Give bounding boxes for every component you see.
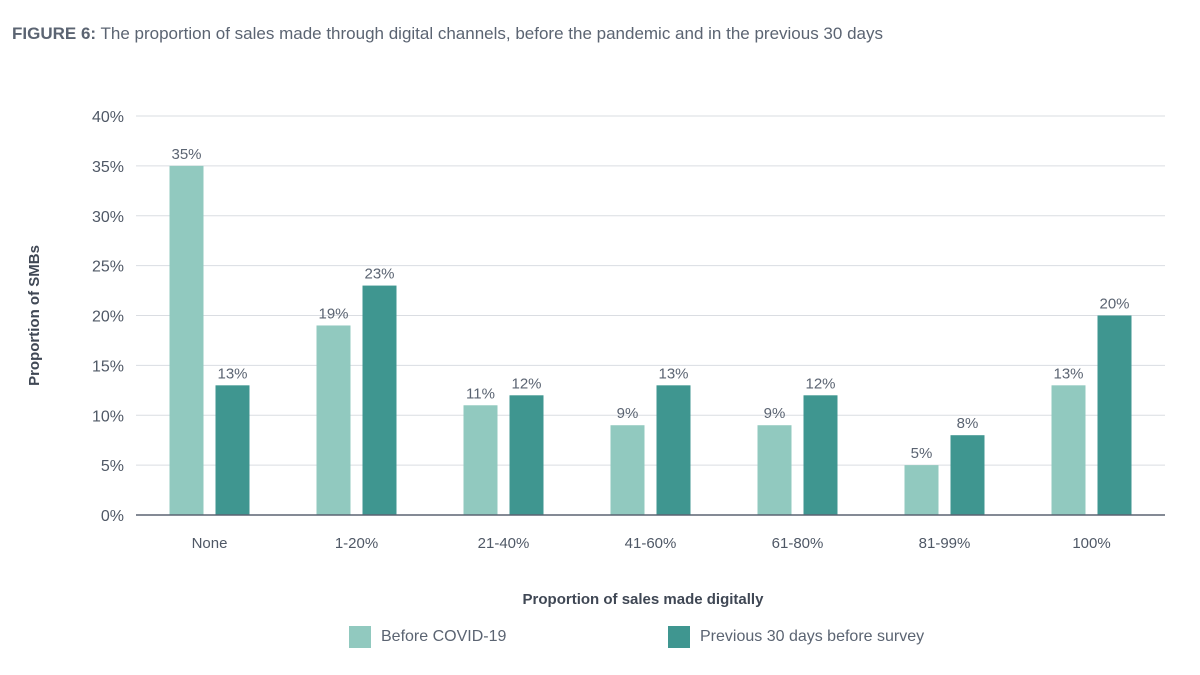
data-label: 5% (911, 445, 933, 462)
bar (316, 325, 351, 515)
y-axis-title: Proportion of SMBs (26, 245, 43, 386)
y-tick-label: 20% (92, 309, 124, 326)
bar (1097, 315, 1132, 515)
data-label: 35% (171, 146, 201, 163)
x-tick-label: 61-80% (772, 535, 824, 552)
legend-swatch-previous-30-days (668, 626, 690, 648)
y-tick-label: 35% (92, 159, 124, 176)
data-label: 23% (364, 266, 394, 283)
data-label: 13% (658, 365, 688, 382)
bar (362, 285, 397, 515)
data-label: 20% (1099, 296, 1129, 313)
x-tick-label: 81-99% (919, 535, 971, 552)
data-label: 19% (318, 305, 348, 322)
bar (463, 405, 498, 515)
bar (509, 395, 544, 515)
data-label: 9% (617, 405, 639, 422)
bar (757, 425, 792, 515)
y-tick-label: 5% (101, 458, 124, 475)
y-tick-label: 10% (92, 408, 124, 425)
chart-title: FIGURE 6: The proportion of sales made t… (12, 24, 883, 44)
y-tick-label: 15% (92, 358, 124, 375)
legend-label-before-covid: Before COVID-19 (381, 628, 507, 645)
legend-item-before-covid: Before COVID-19 (349, 626, 506, 648)
x-tick-label: 1-20% (335, 535, 378, 552)
y-tick-label: 30% (92, 209, 124, 226)
legend-swatch-before-covid (349, 626, 371, 648)
y-tick-label: 40% (92, 109, 124, 126)
bar (215, 385, 250, 515)
x-tick-label: 21-40% (478, 535, 530, 552)
figure-caption: The proportion of sales made through dig… (96, 24, 883, 43)
data-label: 12% (805, 375, 835, 392)
data-label: 13% (217, 365, 247, 382)
bar (803, 395, 838, 515)
x-tick-label: 41-60% (625, 535, 677, 552)
data-label: 9% (764, 405, 786, 422)
data-label: 13% (1053, 365, 1083, 382)
y-tick-label: 0% (101, 508, 124, 525)
x-tick-label: 100% (1072, 535, 1110, 552)
x-tick-label: None (192, 535, 228, 552)
legend-item-previous-30-days: Previous 30 days before survey (668, 626, 924, 648)
figure-number: FIGURE 6: (12, 24, 97, 43)
bar (169, 165, 204, 515)
bar (950, 435, 985, 515)
data-label: 12% (511, 375, 541, 392)
data-label: 8% (957, 415, 979, 432)
legend-label-previous-30-days: Previous 30 days before survey (700, 628, 925, 645)
data-label: 11% (466, 385, 495, 402)
y-tick-label: 25% (92, 259, 124, 276)
bar (904, 465, 939, 515)
legend: Before COVID-19 Previous 30 days before … (0, 626, 1200, 650)
bar (610, 425, 645, 515)
bar (1051, 385, 1086, 515)
bar (656, 385, 691, 515)
x-axis-title: Proportion of sales made digitally (523, 591, 765, 608)
